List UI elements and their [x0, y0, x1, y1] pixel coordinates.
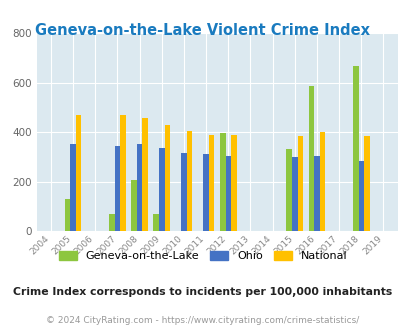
Bar	[308, 86, 313, 231]
Text: © 2024 CityRating.com - https://www.cityrating.com/crime-statistics/: © 2024 CityRating.com - https://www.city…	[46, 315, 359, 325]
Bar	[358, 161, 363, 231]
Bar	[131, 180, 136, 231]
Bar	[109, 214, 114, 231]
Bar	[319, 132, 324, 231]
Bar	[291, 157, 297, 231]
Bar	[209, 135, 214, 231]
Bar	[297, 136, 303, 231]
Bar	[136, 145, 142, 231]
Bar	[153, 214, 159, 231]
Text: Geneva-on-the-Lake Violent Crime Index: Geneva-on-the-Lake Violent Crime Index	[35, 23, 370, 38]
Bar	[142, 118, 147, 231]
Bar	[181, 153, 186, 231]
Bar	[120, 115, 126, 231]
Bar	[363, 136, 369, 231]
Bar	[70, 145, 76, 231]
Text: Crime Index corresponds to incidents per 100,000 inhabitants: Crime Index corresponds to incidents per…	[13, 287, 392, 297]
Bar	[65, 199, 70, 231]
Bar	[203, 154, 209, 231]
Bar	[313, 156, 319, 231]
Bar	[230, 135, 236, 231]
Bar	[225, 156, 230, 231]
Bar	[76, 115, 81, 231]
Bar	[114, 146, 120, 231]
Bar	[286, 149, 291, 231]
Bar	[220, 133, 225, 231]
Legend: Geneva-on-the-Lake, Ohio, National: Geneva-on-the-Lake, Ohio, National	[54, 247, 351, 266]
Bar	[352, 66, 358, 231]
Bar	[186, 131, 192, 231]
Bar	[164, 125, 170, 231]
Bar	[159, 148, 164, 231]
